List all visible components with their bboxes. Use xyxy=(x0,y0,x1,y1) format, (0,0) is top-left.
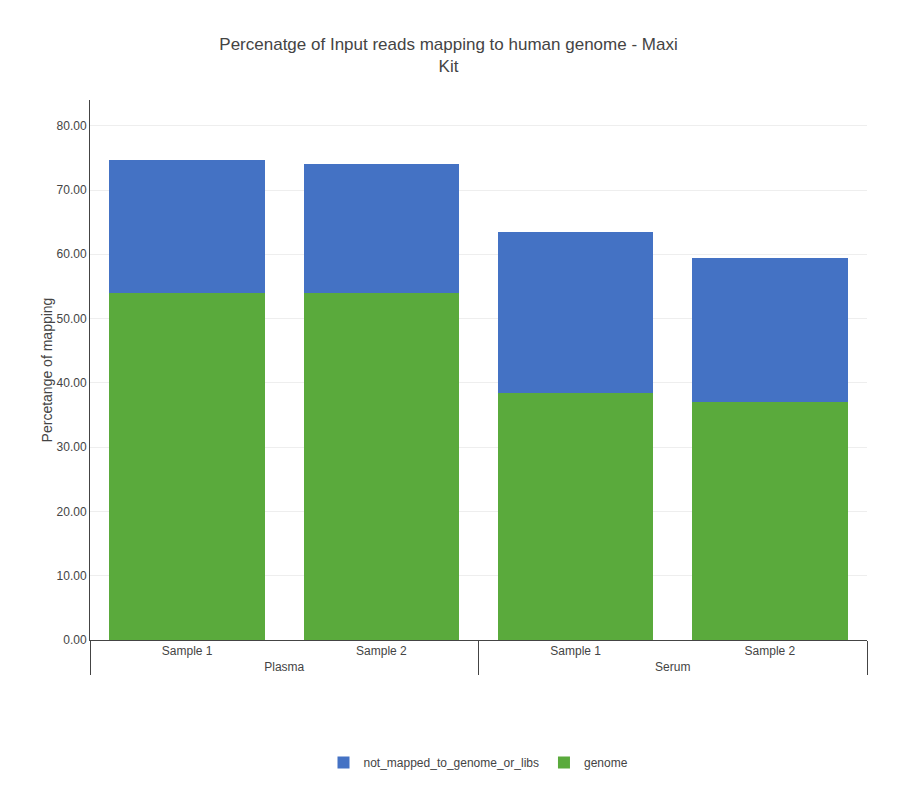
svg-text:20.00: 20.00 xyxy=(57,505,87,519)
svg-text:50.00: 50.00 xyxy=(57,312,87,326)
svg-text:60.00: 60.00 xyxy=(57,247,87,261)
svg-text:Plasma: Plasma xyxy=(264,660,304,674)
svg-text:80.00: 80.00 xyxy=(57,119,87,133)
svg-text:Sample 1: Sample 1 xyxy=(550,644,601,658)
svg-text:Percenatge of Input reads mapp: Percenatge of Input reads mapping to hum… xyxy=(219,35,677,76)
svg-text:genome: genome xyxy=(584,756,628,770)
svg-text:0.00: 0.00 xyxy=(63,633,87,647)
svg-text:Sample 1: Sample 1 xyxy=(162,644,213,658)
svg-text:30.00: 30.00 xyxy=(57,440,87,454)
svg-text:70.00: 70.00 xyxy=(57,183,87,197)
svg-text:Sample 2: Sample 2 xyxy=(745,644,796,658)
svg-text:Sample 2: Sample 2 xyxy=(356,644,407,658)
svg-text:Percetange of mapping: Percetange of mapping xyxy=(39,298,55,443)
svg-text:40.00: 40.00 xyxy=(57,376,87,390)
svg-text:10.00: 10.00 xyxy=(57,569,87,583)
svg-text:not_mapped_to_genome_or_libs: not_mapped_to_genome_or_libs xyxy=(364,756,539,770)
svg-text:Serum: Serum xyxy=(655,660,690,674)
